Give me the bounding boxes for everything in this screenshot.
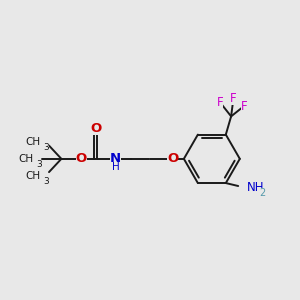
Text: 2: 2 [259,188,266,198]
Text: O: O [76,152,87,165]
Text: CH: CH [26,171,41,181]
Text: O: O [90,122,101,135]
Text: 3: 3 [43,177,49,186]
Text: F: F [241,100,247,112]
Text: F: F [217,96,223,109]
Text: O: O [167,152,178,165]
Text: N: N [110,152,121,165]
Text: 3: 3 [43,143,49,152]
Text: H: H [112,162,119,172]
Text: CH: CH [19,154,34,164]
Text: F: F [230,92,237,105]
Text: NH: NH [247,181,265,194]
Text: 3: 3 [36,160,42,169]
Text: CH: CH [26,137,41,147]
